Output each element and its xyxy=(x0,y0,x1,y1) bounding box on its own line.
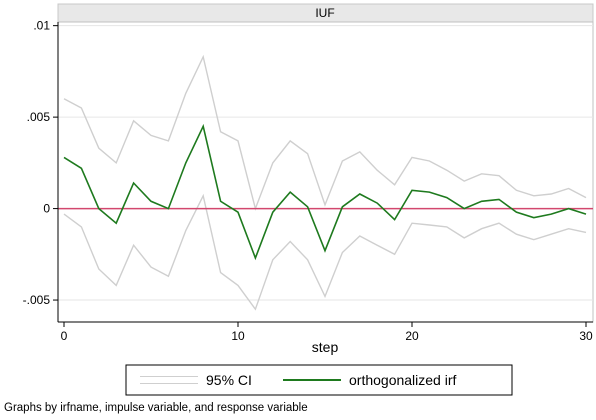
x-tick-label: 30 xyxy=(579,329,593,343)
x-tick-label: 0 xyxy=(61,329,68,343)
x-axis: 0 10 20 30 xyxy=(58,321,593,343)
ci-line xyxy=(63,193,587,311)
irf-series xyxy=(63,123,587,261)
grid-lines xyxy=(58,25,593,301)
ci-line xyxy=(63,54,587,211)
x-tick-label: 20 xyxy=(405,329,419,343)
irf-line xyxy=(63,123,587,261)
legend-irf-label: orthogonalized irf xyxy=(349,372,457,388)
y-tick-label: -.005 xyxy=(23,293,51,307)
x-tick-label: 10 xyxy=(231,329,245,343)
plot-area xyxy=(57,21,594,323)
panel-title: IUF xyxy=(315,6,334,20)
ci-series xyxy=(63,54,587,311)
y-tick-label: .005 xyxy=(27,110,51,124)
y-axis: -.005 0 .005 .01 xyxy=(23,19,59,322)
legend-ci-label: 95% CI xyxy=(206,372,252,388)
irf-chart: IUF -.005 0 .005 .01 0 10 20 30 step 95% CI or… xyxy=(23,3,594,396)
y-tick-label: 0 xyxy=(43,202,50,216)
graph-note: Graphs by irfname, impulse variable, and… xyxy=(4,402,308,414)
x-axis-title: step xyxy=(312,339,339,355)
y-tick-label: .01 xyxy=(33,19,50,33)
